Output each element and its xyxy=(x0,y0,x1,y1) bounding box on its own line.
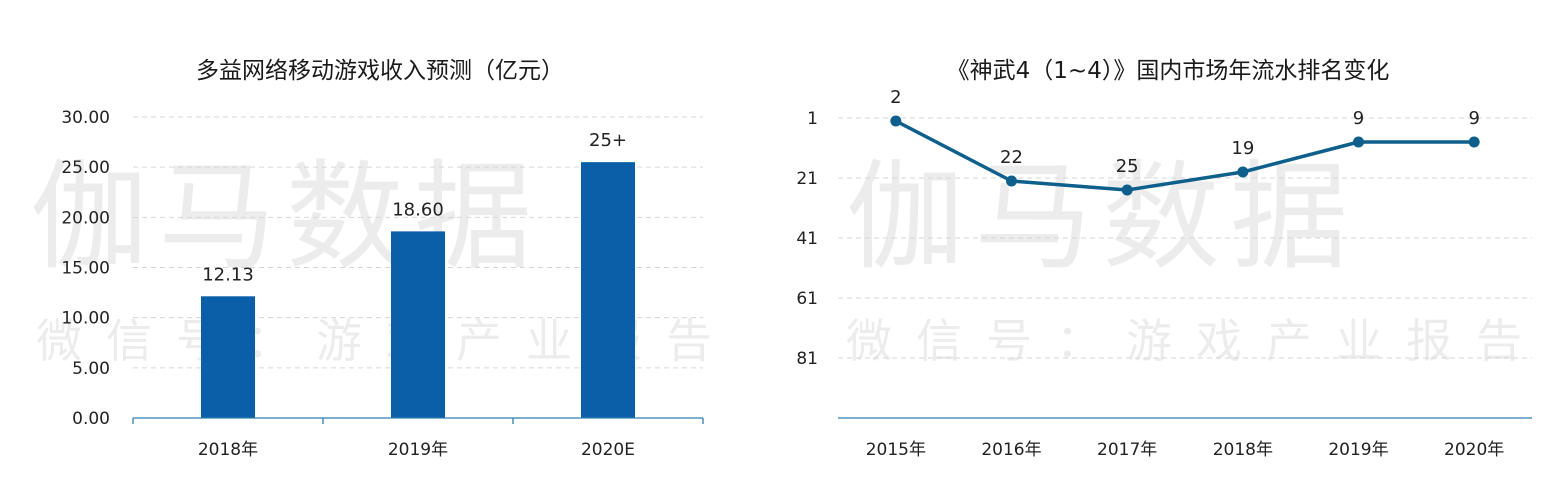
line-point xyxy=(1468,136,1480,148)
bar-data-label: 25+ xyxy=(589,130,627,151)
bar-y-tick-label: 25.00 xyxy=(61,158,110,178)
line-data-label: 9 xyxy=(1353,108,1364,129)
bar-chart-panel: 伽马数据 微信号：游戏产业报告 多益网络移动游戏收入预测（亿元） 0.00 5.0… xyxy=(0,0,740,491)
bar xyxy=(391,231,445,418)
bar xyxy=(581,162,635,418)
series-line xyxy=(895,119,1475,192)
line-data-label: 25 xyxy=(1116,156,1139,177)
line-chart: 伽马数据 微信号：游戏产业报告 《神武4（1~4）》国内市场年流水排名变化 1 2… xyxy=(796,58,1546,460)
line-point xyxy=(1121,184,1133,196)
line-data-label: 9 xyxy=(1468,108,1479,129)
line-point xyxy=(1353,136,1364,148)
watermark-sub: 微信号：游戏产业报告 xyxy=(846,314,1546,368)
bar-y-tick-label: 30.00 xyxy=(61,108,110,128)
line-point xyxy=(1006,175,1017,187)
line-y-tick-label: 41 xyxy=(796,229,818,249)
bar-chart: 伽马数据 微信号：游戏产业报告 多益网络移动游戏收入预测（亿元） 0.005.0… xyxy=(30,58,712,460)
line-data-label: 2 xyxy=(890,87,901,108)
bar-x-tick-label: 2020E xyxy=(581,440,635,460)
bar-x-tick-label: 2018年 xyxy=(198,440,258,460)
line-y-tick-label: 21 xyxy=(796,169,818,189)
line-y-tick-label: 1 xyxy=(807,109,818,129)
line-chart-panel: 伽马数据 微信号：游戏产业报告 《神武4（1~4）》国内市场年流水排名变化 1 2… xyxy=(780,0,1562,491)
line-data-label: 19 xyxy=(1231,138,1254,159)
line-y-tick-label: 61 xyxy=(796,289,818,309)
bar xyxy=(201,296,255,418)
bar-y-tick-label: 15.00 xyxy=(61,259,110,279)
line-x-tick-label: 2020年 xyxy=(1444,440,1504,460)
line-point xyxy=(1237,166,1249,178)
line-x-tick-label: 2017年 xyxy=(1097,440,1157,460)
line-point xyxy=(890,115,902,127)
bar-y-tick-label: 0.00 xyxy=(72,409,110,429)
watermark-main: 伽马数据 xyxy=(846,148,1358,286)
line-x-tick-label: 2015年 xyxy=(866,440,926,460)
line-chart-title: 《神武4（1~4）》国内市场年流水排名变化 xyxy=(947,58,1390,84)
bar-y-tick-label: 5.00 xyxy=(72,359,110,379)
line-x-tick-label: 2019年 xyxy=(1328,440,1388,460)
line-y-tick-label: 81 xyxy=(796,349,818,369)
line-data-label: 22 xyxy=(1000,147,1023,168)
bar-y-tick-label: 10.00 xyxy=(61,309,110,329)
line-x-tick-label: 2016年 xyxy=(981,440,1041,460)
bar-data-label: 12.13 xyxy=(202,264,254,285)
bar-x-tick-label: 2019年 xyxy=(388,440,448,460)
line-x-tick-label: 2018年 xyxy=(1213,440,1273,460)
bar-chart-title: 多益网络移动游戏收入预测（亿元） xyxy=(196,58,564,84)
bar-data-label: 18.60 xyxy=(392,199,444,220)
bar-y-tick-label: 20.00 xyxy=(61,208,110,228)
